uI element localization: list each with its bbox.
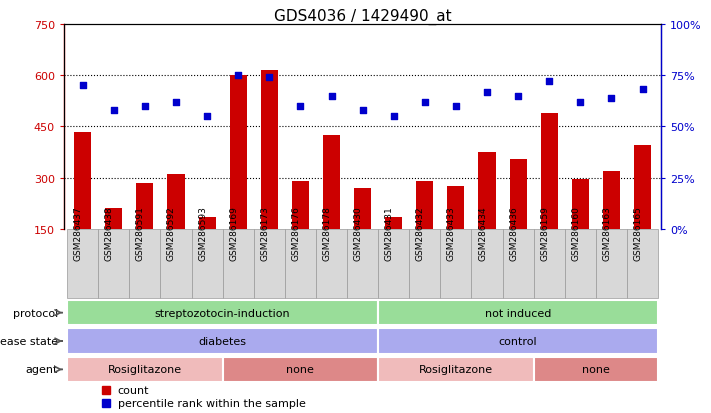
Text: GSM286176: GSM286176 [292, 206, 300, 260]
Point [294, 103, 306, 110]
Point [606, 95, 617, 102]
FancyBboxPatch shape [627, 229, 658, 299]
FancyBboxPatch shape [223, 229, 254, 299]
FancyBboxPatch shape [347, 229, 378, 299]
Bar [634, 146, 651, 280]
Point [637, 87, 648, 94]
Text: count: count [118, 385, 149, 395]
Point [108, 107, 119, 114]
Text: none: none [287, 365, 314, 375]
Bar [385, 218, 402, 280]
FancyBboxPatch shape [596, 229, 627, 299]
Text: percentile rank within the sample: percentile rank within the sample [118, 398, 306, 408]
FancyBboxPatch shape [565, 229, 596, 299]
Bar [540, 114, 558, 280]
Point [574, 99, 586, 106]
Bar [74, 132, 91, 280]
FancyBboxPatch shape [67, 328, 378, 354]
Bar [105, 209, 122, 280]
Text: GSM286432: GSM286432 [416, 206, 425, 260]
Bar [510, 159, 527, 280]
Text: streptozotocin-induction: streptozotocin-induction [155, 308, 291, 318]
FancyBboxPatch shape [98, 229, 129, 299]
Text: GSM286436: GSM286436 [509, 206, 518, 260]
Text: GSM286593: GSM286593 [198, 206, 207, 260]
Point [326, 93, 337, 100]
Text: GSM286431: GSM286431 [385, 206, 394, 260]
Text: Rosiglitazone: Rosiglitazone [419, 365, 493, 375]
FancyBboxPatch shape [67, 300, 378, 325]
FancyBboxPatch shape [67, 357, 223, 382]
Text: GSM286178: GSM286178 [323, 206, 331, 260]
Text: GSM286165: GSM286165 [634, 206, 643, 260]
Text: Rosiglitazone: Rosiglitazone [108, 365, 182, 375]
Text: GSM286160: GSM286160 [572, 206, 580, 260]
Bar [572, 180, 589, 280]
Text: GSM286591: GSM286591 [136, 206, 145, 260]
Point [232, 73, 244, 79]
Point [513, 93, 524, 100]
Title: GDS4036 / 1429490_at: GDS4036 / 1429490_at [274, 9, 451, 25]
Point [357, 107, 368, 114]
Bar [603, 171, 620, 280]
Point [419, 99, 431, 106]
FancyBboxPatch shape [534, 229, 565, 299]
Bar [479, 153, 496, 280]
Bar [354, 188, 371, 280]
FancyBboxPatch shape [410, 229, 440, 299]
Point [388, 114, 400, 120]
Text: protocol: protocol [13, 308, 58, 318]
Text: GSM286434: GSM286434 [478, 206, 487, 260]
FancyBboxPatch shape [67, 229, 98, 299]
Text: agent: agent [26, 365, 58, 375]
Text: GSM286437: GSM286437 [74, 206, 82, 260]
Text: diabetes: diabetes [198, 336, 247, 346]
Text: GSM286433: GSM286433 [447, 206, 456, 260]
FancyBboxPatch shape [316, 229, 347, 299]
FancyBboxPatch shape [161, 229, 191, 299]
Bar [416, 182, 434, 280]
Point [201, 114, 213, 120]
FancyBboxPatch shape [191, 229, 223, 299]
FancyBboxPatch shape [254, 229, 285, 299]
FancyBboxPatch shape [378, 328, 658, 354]
FancyBboxPatch shape [378, 357, 534, 382]
Point [264, 75, 275, 81]
Bar [167, 175, 185, 280]
Text: GSM286430: GSM286430 [353, 206, 363, 260]
Text: control: control [499, 336, 538, 346]
Point [481, 89, 493, 96]
Point [450, 103, 461, 110]
FancyBboxPatch shape [534, 357, 658, 382]
Bar [447, 187, 464, 280]
Text: GSM286173: GSM286173 [260, 206, 269, 260]
FancyBboxPatch shape [378, 300, 658, 325]
Bar [323, 135, 340, 280]
FancyBboxPatch shape [503, 229, 534, 299]
FancyBboxPatch shape [223, 357, 378, 382]
Text: GSM286159: GSM286159 [540, 206, 549, 260]
Text: none: none [582, 365, 610, 375]
Text: GSM286163: GSM286163 [602, 206, 611, 260]
Point [139, 103, 151, 110]
Bar [230, 76, 247, 280]
Bar [137, 183, 154, 280]
Text: GSM286592: GSM286592 [167, 206, 176, 260]
Point [77, 83, 88, 90]
Bar [292, 182, 309, 280]
Text: GSM286169: GSM286169 [229, 206, 238, 260]
FancyBboxPatch shape [285, 229, 316, 299]
FancyBboxPatch shape [129, 229, 161, 299]
Text: GSM286438: GSM286438 [105, 206, 114, 260]
FancyBboxPatch shape [471, 229, 503, 299]
Text: disease state: disease state [0, 336, 58, 346]
Bar [198, 218, 215, 280]
Bar [261, 71, 278, 280]
FancyBboxPatch shape [378, 229, 410, 299]
Point [543, 79, 555, 85]
Point [170, 99, 181, 106]
Text: not induced: not induced [485, 308, 551, 318]
FancyBboxPatch shape [440, 229, 471, 299]
